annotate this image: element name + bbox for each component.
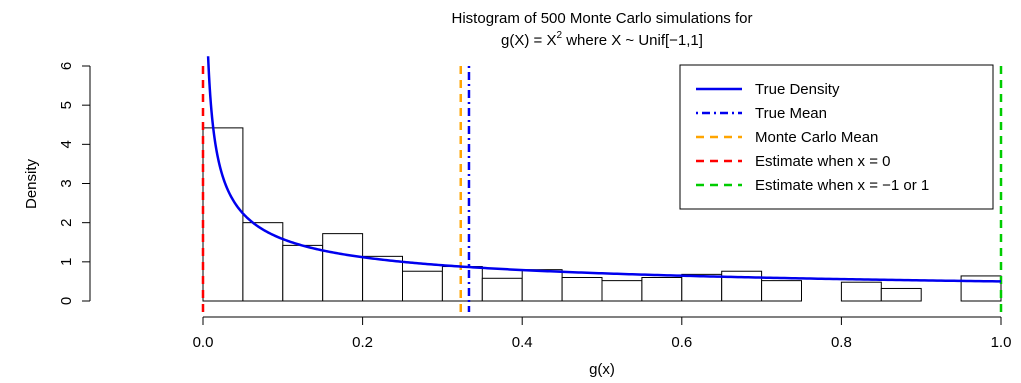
legend-entry-estimate-x0: Estimate when x = 0 — [696, 153, 890, 170]
chart-title-line2-superscript: 2 — [556, 30, 562, 41]
x-axis-label: g(x) — [589, 361, 615, 378]
histogram-bar — [521, 269, 563, 302]
histogram-bar — [761, 280, 802, 302]
y-axis-label: Density — [23, 158, 40, 209]
histogram-bar — [402, 270, 443, 302]
legend-label: Estimate when x = −1 or 1 — [755, 177, 929, 194]
y-tick-label: 5 — [58, 101, 75, 109]
chart-title-line1: Histogram of 500 Monte Carlo simulations… — [452, 10, 753, 27]
y-tick-label: 0 — [58, 297, 75, 305]
density-curve-layer — [206, 56, 1002, 283]
histogram-bar — [481, 277, 523, 302]
histogram-bar — [322, 233, 364, 302]
histogram-bar — [641, 277, 683, 302]
legend-entry-true-density: True Density — [696, 81, 840, 98]
chart-title-line2-prefix: g(X) = X — [501, 32, 556, 49]
x-tick-label: 0.2 — [352, 334, 373, 351]
histogram-bar — [282, 244, 324, 302]
y-tick-label: 1 — [58, 258, 75, 266]
histogram-bar — [561, 277, 603, 302]
x-axis: 0.0 0.2 0.4 0.6 0.8 1.0 — [193, 316, 1012, 351]
y-tick-label: 2 — [58, 218, 75, 226]
legend-label: True Density — [755, 81, 840, 98]
x-tick-label: 0.0 — [193, 334, 214, 351]
histogram-bar — [202, 127, 244, 302]
legend: True Density True Mean Monte Carlo Mean Est… — [679, 64, 994, 210]
y-tick-label: 4 — [58, 140, 75, 148]
legend-entries: True Density True Mean Monte Carlo Mean Est… — [696, 81, 929, 194]
histogram-bar — [242, 222, 284, 302]
y-axis: 0 1 2 3 4 5 6 — [58, 62, 91, 305]
legend-entry-true-mean: True Mean — [696, 105, 827, 122]
histogram-bar — [840, 281, 882, 302]
y-tick-label: 3 — [58, 179, 75, 187]
x-tick-label: 0.8 — [831, 334, 852, 351]
histogram-bar — [441, 266, 483, 302]
histogram-bar — [601, 280, 643, 302]
y-tick-label: 6 — [58, 62, 75, 70]
legend-label: Estimate when x = 0 — [755, 153, 890, 170]
reference-lines — [201, 66, 1003, 312]
legend-label: Monte Carlo Mean — [755, 129, 878, 146]
chart-title-line2: g(X) = X2 where X ~ Unif[−1,1] — [501, 30, 703, 49]
legend-entry-estimate-x1: Estimate when x = −1 or 1 — [696, 177, 929, 194]
x-tick-label: 0.6 — [671, 334, 692, 351]
histogram-bar — [362, 255, 404, 302]
chart-title-line2-suffix: where X ~ Unif[−1,1] — [562, 32, 703, 49]
x-tick-label: 1.0 — [991, 334, 1012, 351]
histogram-bar — [880, 287, 922, 302]
x-tick-label: 0.4 — [512, 334, 533, 351]
histogram-bar — [681, 273, 723, 302]
legend-label: True Mean — [755, 105, 827, 122]
legend-entry-monte-carlo-mean: Monte Carlo Mean — [696, 129, 878, 146]
true-density-curve — [206, 56, 1002, 283]
histogram-bars — [202, 127, 1002, 302]
histogram-bar — [960, 275, 1002, 302]
